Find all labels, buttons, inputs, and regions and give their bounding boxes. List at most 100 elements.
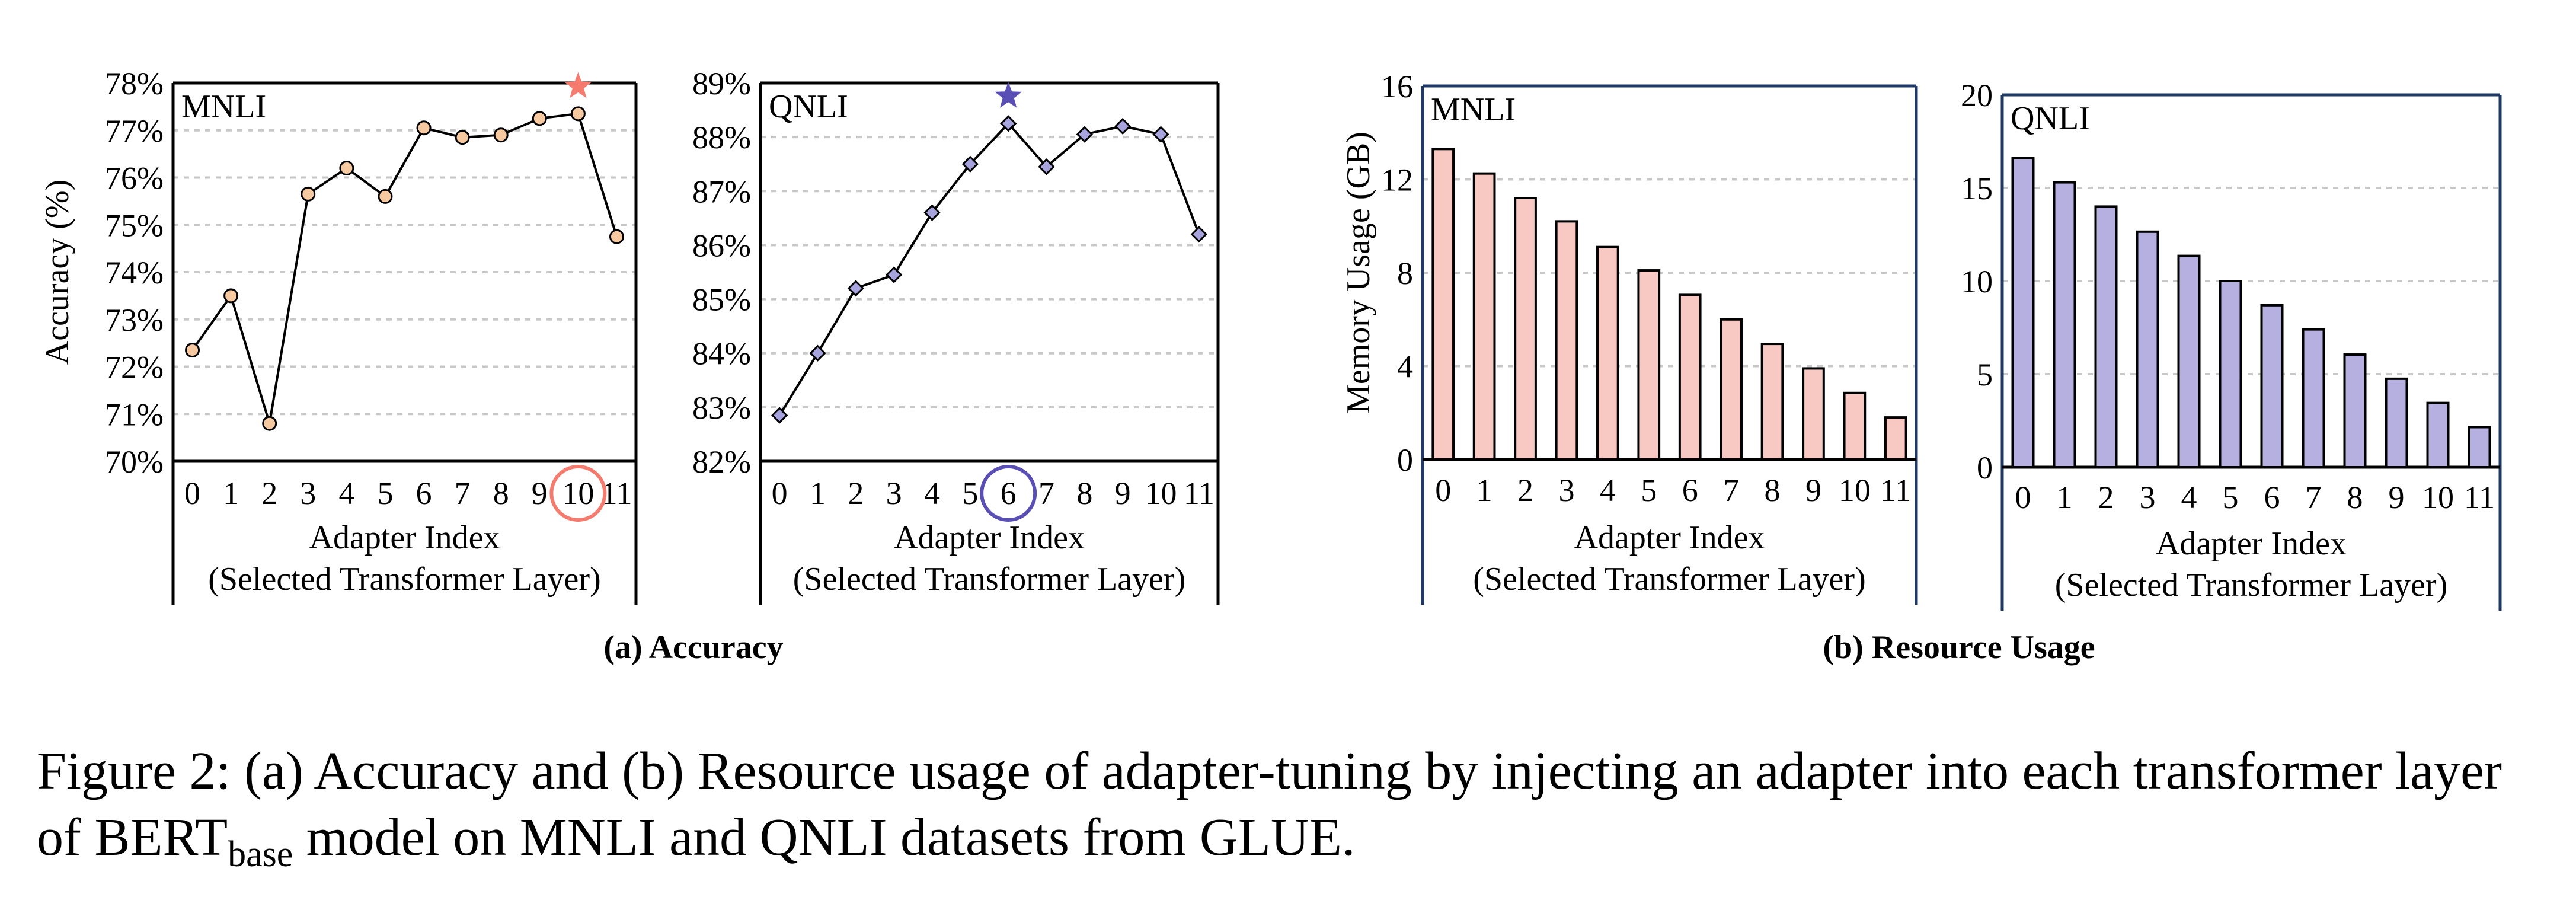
axes-frame — [1421, 84, 1918, 605]
x-tick-label: 4 — [924, 475, 940, 511]
y-tick-label: 77% — [105, 113, 164, 149]
x-tick-label: 3 — [2140, 480, 2156, 515]
y-tick-label: 0 — [1397, 442, 1413, 478]
qnli-accuracy-chart: 82% 83% 84% 85% 86% 87% 88% 89% QNLI 0 1 2 3 4 5 6 7 8 9 10… — [692, 66, 1220, 605]
data-point — [1190, 226, 1207, 243]
x-tick-label: 8 — [2347, 480, 2363, 515]
x-tick-label: 11 — [1184, 475, 1215, 511]
subcaption-a: (a) Accuracy — [603, 629, 783, 666]
bar — [2177, 254, 2201, 468]
best-index-circle — [549, 465, 607, 522]
y-tick-label: 76% — [105, 161, 164, 196]
x-tick-label: 0 — [772, 475, 788, 511]
data-point — [771, 407, 788, 424]
x-tick-label: 4 — [338, 475, 354, 511]
y-tick-label: 73% — [105, 302, 164, 338]
x-tick-label: 9 — [532, 475, 548, 511]
x-tick-label: 8 — [493, 475, 509, 511]
caption-line-2: of BERTbase model on MNLI and QNLI datas… — [37, 805, 2544, 888]
axes-frame — [2000, 93, 2502, 611]
data-point — [1152, 126, 1169, 143]
x-tick-label: 8 — [1765, 473, 1781, 508]
bar — [1472, 172, 1496, 461]
x-tick-label: 11 — [1880, 473, 1911, 508]
caption-line-2-suffix: model on MNLI and QNLI datasets from GLU… — [293, 808, 1356, 867]
x-tick-label: 6 — [1682, 473, 1698, 508]
data-point — [570, 106, 586, 122]
data-point — [1076, 126, 1093, 143]
x-tick-label: 5 — [377, 475, 393, 511]
series-line — [191, 112, 618, 424]
x-axis-sublabel: (Selected Transformer Layer) — [1473, 561, 1865, 598]
y-tick-label: 74% — [105, 255, 164, 291]
y-tick-label: 5 — [1977, 357, 1993, 392]
x-tick-label: 6 — [1001, 475, 1017, 511]
x-axis-sublabel: (Selected Transformer Layer) — [208, 561, 600, 598]
bar — [1596, 245, 1619, 461]
x-tick-label: 1 — [1476, 473, 1492, 508]
best-star-icon — [995, 82, 1022, 108]
bar — [2219, 280, 2242, 468]
y-tick-label: 83% — [692, 390, 751, 426]
caption-subscript: base — [228, 834, 293, 874]
y-axis-label: Memory Usage (GB) — [1340, 132, 1377, 414]
data-point — [809, 344, 826, 362]
y-tick-label: 8 — [1397, 256, 1413, 291]
y-tick-label: 20 — [1961, 78, 1993, 113]
data-point — [886, 266, 903, 283]
bar — [1678, 293, 1702, 461]
bar — [2343, 353, 2367, 469]
data-point — [609, 229, 624, 244]
x-axis-label: Adapter Index — [309, 519, 500, 556]
y-tick-label: 16 — [1381, 69, 1413, 104]
x-tick-label: 2 — [848, 475, 864, 511]
panel-title: MNLI — [1431, 91, 1516, 128]
y-tick-label: 88% — [692, 120, 751, 155]
data-point — [961, 155, 979, 173]
x-tick-label: 0 — [2015, 480, 2031, 515]
x-tick-label: 2 — [2098, 480, 2114, 515]
best-index-circle — [980, 465, 1037, 522]
x-tick-label: 5 — [2223, 480, 2239, 515]
bar — [1555, 220, 1578, 461]
x-tick-label: 4 — [2181, 480, 2197, 515]
y-tick-label: 85% — [692, 282, 751, 318]
data-point — [923, 204, 941, 221]
bar — [1720, 318, 1743, 461]
x-axis-sublabel: (Selected Transformer Layer) — [793, 561, 1185, 598]
x-tick-label: 8 — [1076, 475, 1092, 511]
x-tick-label: 10 — [2422, 480, 2454, 515]
bar — [1802, 367, 1825, 461]
mnli-accuracy-chart: 70% 71% 72% 73% 74% 75% 76% 77% 78% MNLI 0 1 2 3 4 5 6 7 8… — [39, 66, 638, 605]
x-tick-label: 3 — [886, 475, 902, 511]
bar — [1637, 269, 1661, 461]
x-tick-label: 7 — [2306, 480, 2322, 515]
data-point — [339, 161, 354, 176]
bar — [2385, 377, 2408, 468]
x-tick-label: 9 — [1805, 473, 1821, 508]
data-point — [1114, 117, 1132, 135]
data-point — [301, 186, 316, 202]
bar — [1843, 391, 1867, 461]
data-point — [455, 130, 470, 145]
y-tick-label: 86% — [692, 228, 751, 263]
y-tick-label: 78% — [105, 66, 164, 101]
bar — [2053, 181, 2076, 468]
x-axis-label: Adapter Index — [1574, 519, 1765, 556]
x-tick-label: 1 — [2057, 480, 2073, 515]
bar — [1514, 197, 1537, 461]
subcaption-b: (b) Resource Usage — [1823, 629, 2095, 666]
x-tick-label: 7 — [455, 475, 471, 511]
y-tick-label: 71% — [105, 397, 164, 432]
data-point — [223, 288, 239, 304]
x-tick-label: 0 — [184, 475, 200, 511]
x-tick-label: 10 — [1145, 475, 1177, 511]
x-tick-label: 5 — [1641, 473, 1657, 508]
data-point — [416, 120, 432, 136]
data-point — [262, 416, 277, 431]
bar — [2011, 157, 2035, 468]
bar — [2468, 426, 2491, 468]
y-tick-label: 75% — [105, 208, 164, 243]
x-tick-label: 5 — [962, 475, 978, 511]
